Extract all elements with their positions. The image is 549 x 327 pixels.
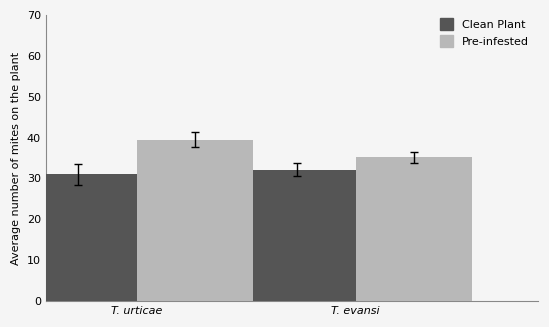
Legend: Clean Plant, Pre-infested: Clean Plant, Pre-infested: [436, 15, 533, 50]
Y-axis label: Average number of mites on the plant: Average number of mites on the plant: [11, 52, 21, 265]
Bar: [239, 169, 356, 301]
Bar: [20, 174, 137, 301]
Bar: [137, 140, 254, 301]
Bar: [356, 157, 472, 301]
